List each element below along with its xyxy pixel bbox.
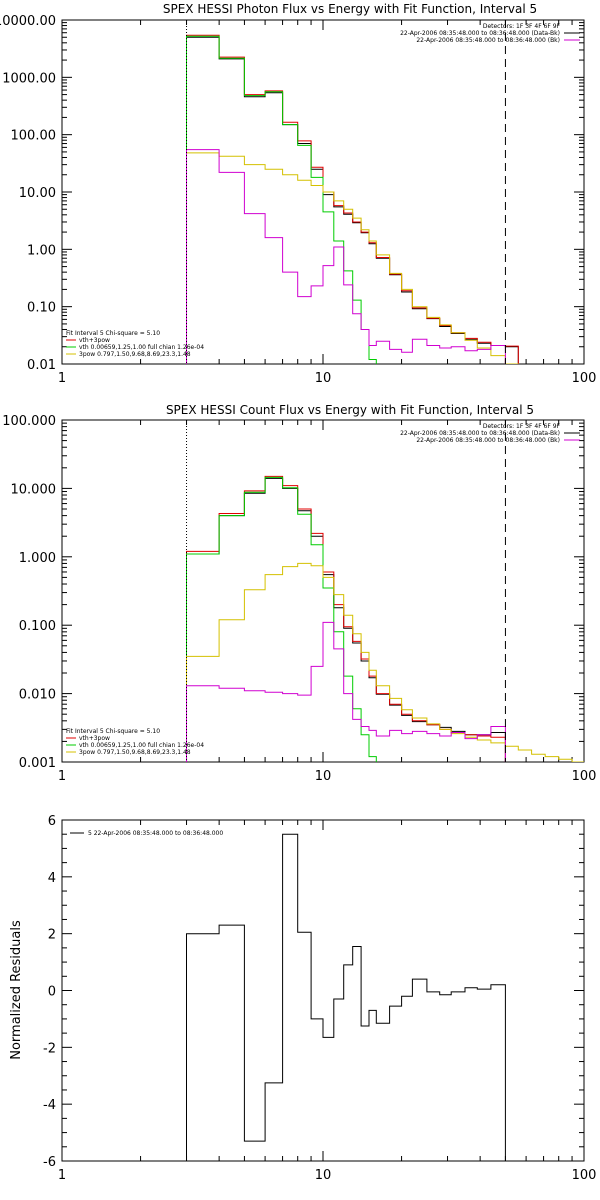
series-line-2 bbox=[186, 35, 377, 364]
plot-area bbox=[186, 475, 584, 762]
y-tick-label: 100.00 bbox=[11, 129, 57, 144]
plot-area bbox=[186, 833, 506, 1161]
legend-bottom-entry: vth 0.00659,1.25,1.00 full chian 1.26e-0… bbox=[79, 742, 204, 749]
series-line-0 bbox=[186, 833, 506, 1161]
x-tick-label: 100 bbox=[572, 769, 597, 784]
x-tick-label: 100 bbox=[572, 1168, 597, 1183]
count-flux-title: SPEX HESSI Count Flux vs Energy with Fit… bbox=[166, 403, 534, 417]
series-line-0 bbox=[186, 36, 519, 364]
photon-flux-title: SPEX HESSI Photon Flux vs Energy with Fi… bbox=[163, 2, 537, 16]
series-line-4 bbox=[186, 149, 506, 364]
x-tick-label: 100 bbox=[572, 371, 597, 386]
residuals-ylabel: Normalized Residuals bbox=[9, 920, 24, 1060]
y-tick-label: 1000.00 bbox=[2, 71, 56, 86]
y-tick-label: 1.00 bbox=[27, 243, 56, 258]
legend-top-entry: 22-Apr-2006 08:35:48.000 to 08:36:48.000… bbox=[400, 430, 560, 437]
series-line-1 bbox=[186, 34, 519, 364]
y-tick-label: 1.000 bbox=[19, 551, 56, 566]
legend-bottom-entry: 3pow 0.797,1.50,9.68,8.69,23.3,1.48 bbox=[79, 351, 191, 358]
y-tick-label: 0.001 bbox=[19, 756, 56, 771]
y-tick-label: -2 bbox=[43, 1041, 56, 1056]
series-line-0 bbox=[186, 477, 506, 762]
y-tick-label: 10.00 bbox=[19, 186, 56, 201]
residuals-panel: Normalized Residuals 1 10 100 -6 -4 -2 0 2 4 6 5 2… bbox=[9, 814, 596, 1183]
legend-bottom-entry: vth 0.00659,1.25,1.00 full chian 1.26e-0… bbox=[79, 344, 204, 351]
y-tick-label: 10000.00 bbox=[0, 14, 56, 29]
y-tick-label: 0 bbox=[48, 985, 56, 1000]
legend-top-entry: 22-Apr-2006 08:35:48.000 to 08:36:48.000… bbox=[400, 30, 560, 37]
legend-bottom-entry: vth+3pow bbox=[79, 735, 110, 742]
x-tick-label: 10 bbox=[315, 1168, 332, 1183]
residual-legend-label: 5 22-Apr-2006 08:35:48.000 to 08:36:48.0… bbox=[88, 830, 223, 837]
series-line-1 bbox=[186, 475, 506, 762]
legend-top-entry: 22-Apr-2006 08:35:48.000 to 08:36:48.000… bbox=[416, 437, 560, 444]
x-tick-label: 10 bbox=[315, 769, 332, 784]
legend-bottom-entry: 3pow 0.797,1.50,9.68,8.69,23.3,1.48 bbox=[79, 749, 191, 756]
x-tick-label: 1 bbox=[58, 371, 66, 386]
y-tick-label: 0.10 bbox=[27, 301, 56, 316]
y-tick-label: 0.100 bbox=[19, 619, 56, 634]
photon-flux-panel: SPEX HESSI Photon Flux vs Energy with Fi… bbox=[0, 2, 596, 386]
legend-bottom-entry: vth+3pow bbox=[79, 337, 110, 344]
legend-top-entry: Detectors: 1F 3F 4F 6F 9F bbox=[483, 23, 561, 30]
y-tick-label: 6 bbox=[48, 814, 56, 829]
series-line-2 bbox=[186, 476, 377, 762]
y-tick-label: 0.01 bbox=[27, 358, 56, 373]
count-flux-panel: SPEX HESSI Count Flux vs Energy with Fit… bbox=[2, 403, 596, 784]
legend-top-entry: 22-Apr-2006 08:35:48.000 to 08:36:48.000… bbox=[416, 37, 560, 44]
y-tick-label: -4 bbox=[43, 1098, 56, 1113]
y-tick-label: 2 bbox=[48, 928, 56, 943]
x-tick-label: 1 bbox=[58, 769, 66, 784]
x-tick-label: 10 bbox=[315, 371, 332, 386]
x-tick-label: 1 bbox=[58, 1168, 66, 1183]
series-line-3 bbox=[186, 152, 519, 364]
plot-area bbox=[186, 34, 519, 364]
y-tick-label: 4 bbox=[48, 871, 56, 886]
legend-bottom-entry: Fit Interval 5 Chi-square = 5.10 bbox=[66, 728, 160, 735]
y-tick-label: 0.010 bbox=[19, 688, 56, 703]
y-tick-label: 10.000 bbox=[11, 482, 57, 497]
y-tick-label: 100.000 bbox=[2, 414, 56, 429]
series-line-4 bbox=[186, 621, 506, 762]
y-tick-label: -6 bbox=[43, 1155, 56, 1170]
legend-top-entry: Detectors: 1F 3F 4F 6F 9F bbox=[483, 423, 561, 430]
legend-bottom-entry: Fit Interval 5 Chi-square = 5.10 bbox=[66, 330, 160, 337]
series-line-3 bbox=[186, 562, 584, 762]
